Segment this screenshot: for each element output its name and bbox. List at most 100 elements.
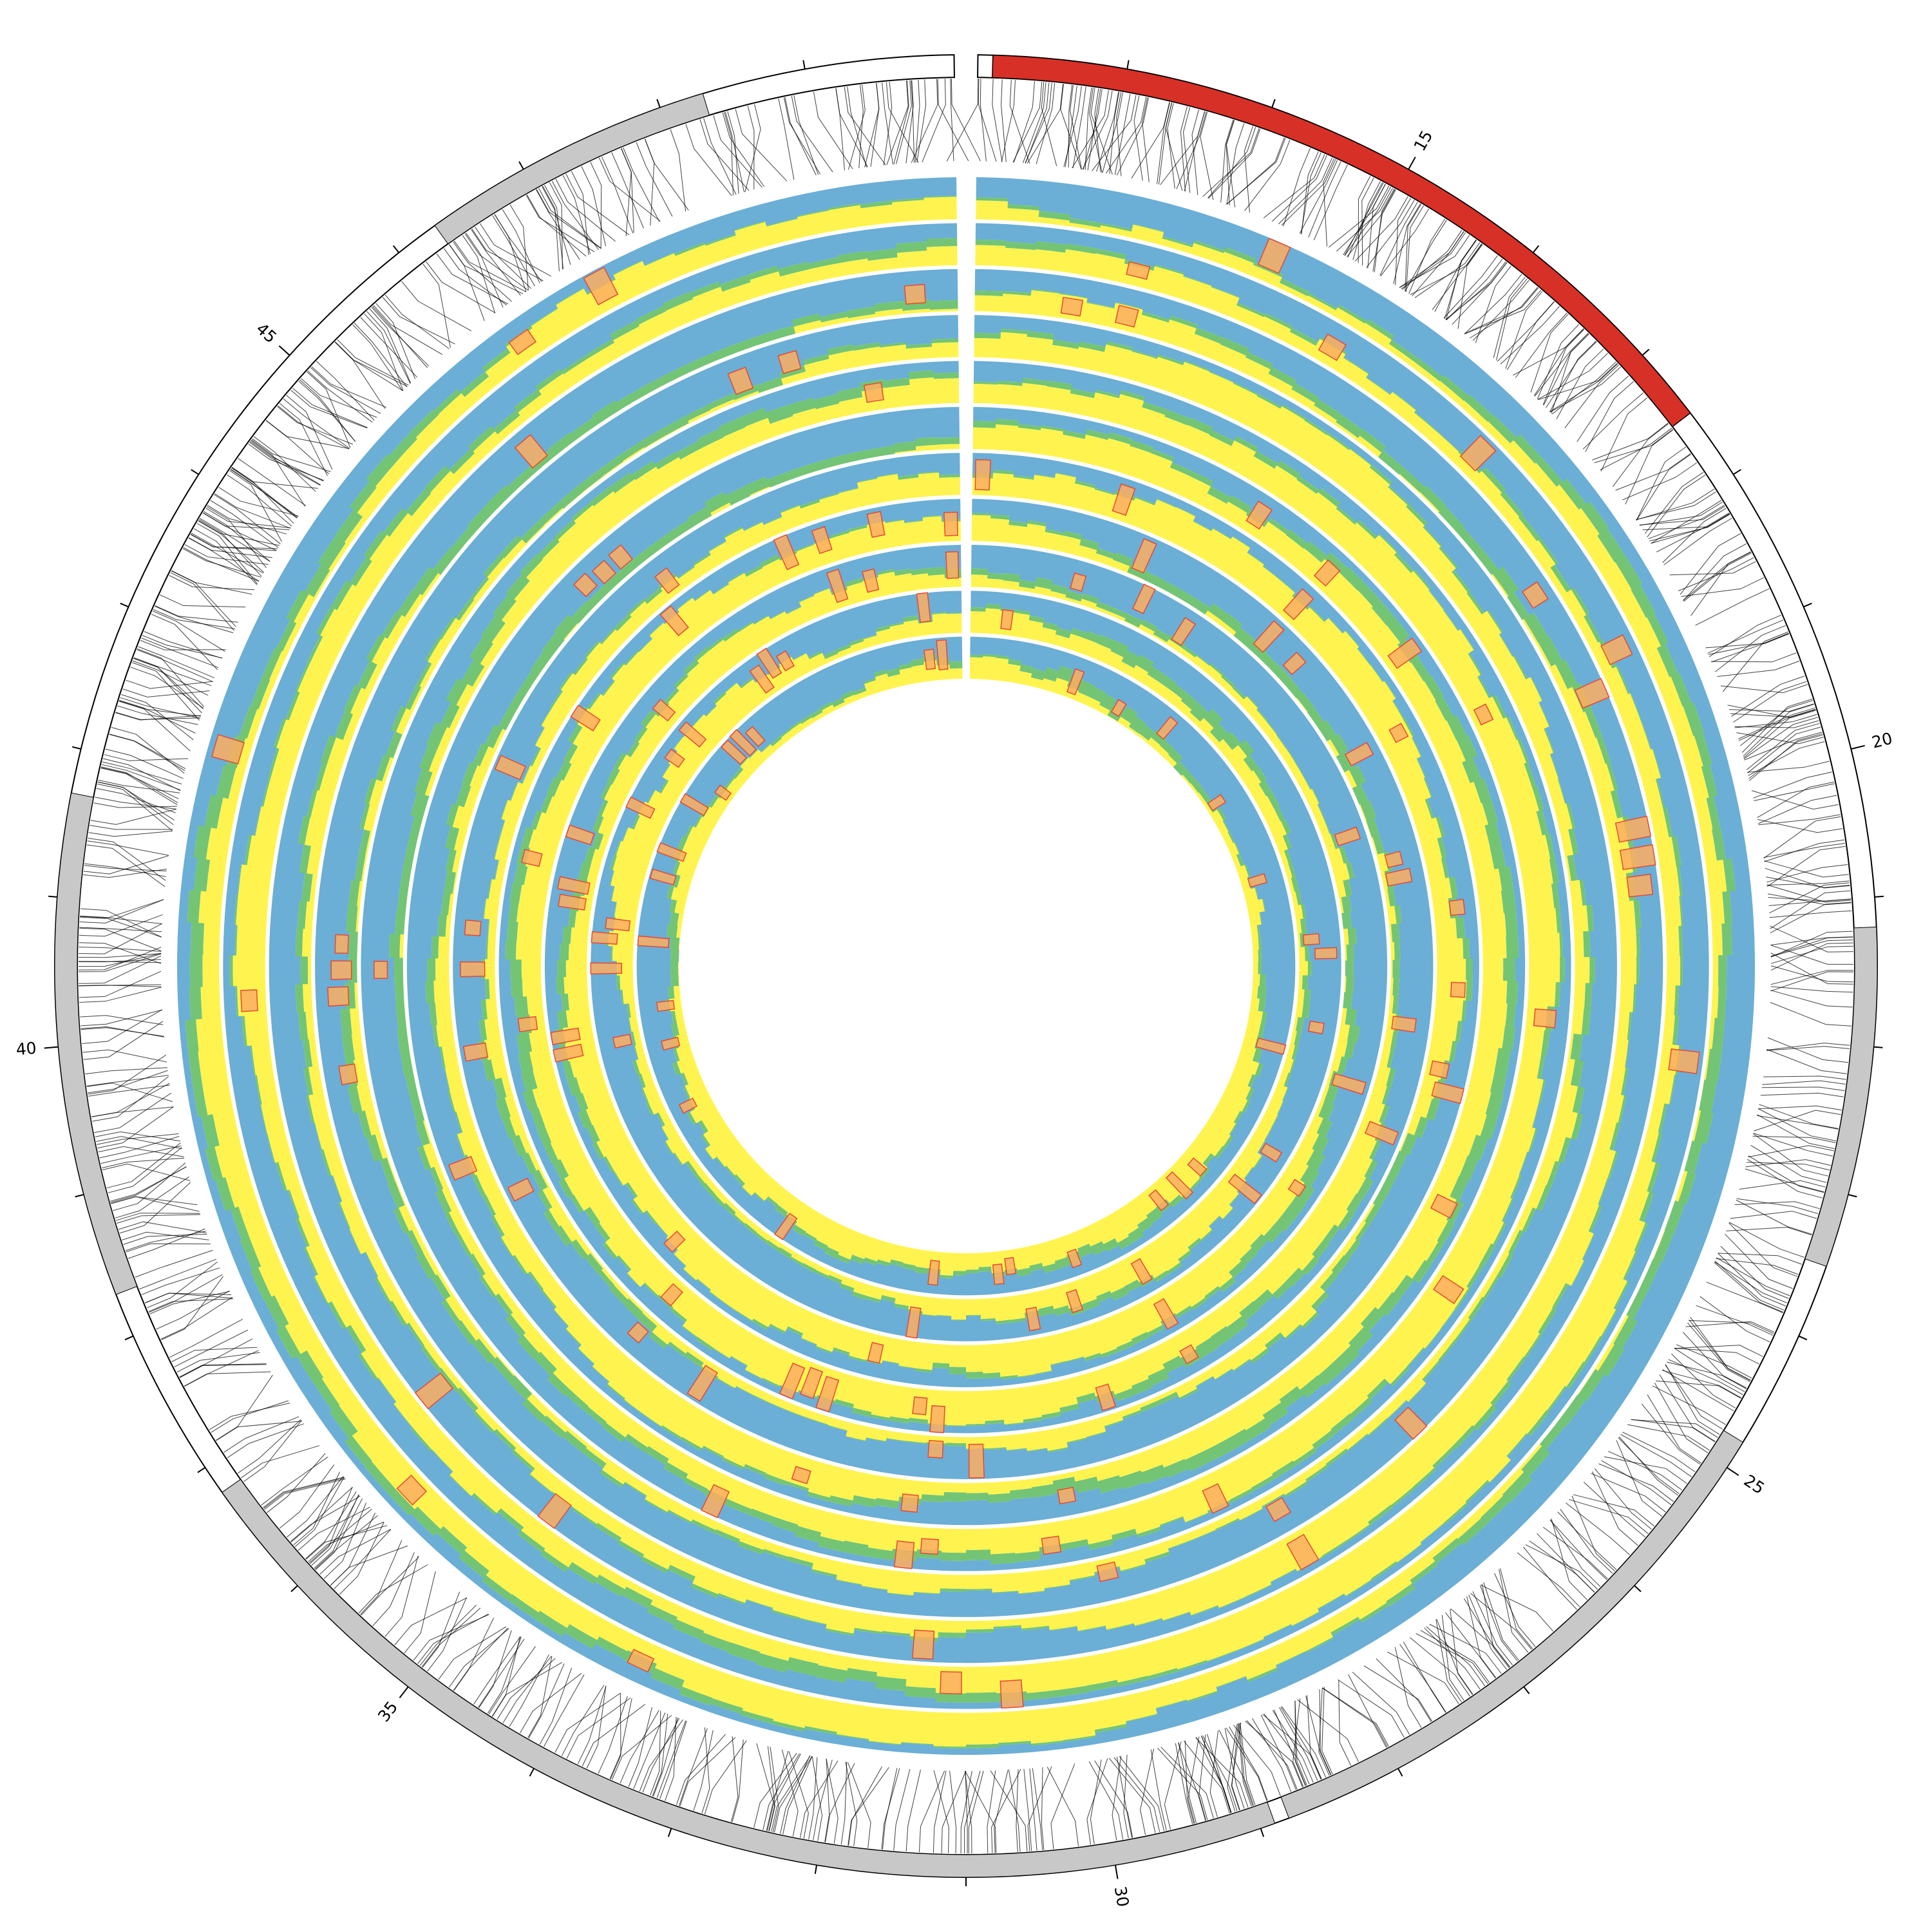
bin-state-2 (1655, 779, 1665, 809)
bin-state-2 (1549, 858, 1559, 884)
bin-state-3 (1148, 266, 1184, 298)
bin-state-1 (1094, 1249, 1112, 1267)
bin-state-2 (965, 1692, 997, 1703)
bin-state-1 (1255, 1156, 1282, 1182)
bin-state-3 (881, 1289, 897, 1298)
bin-state-1 (531, 595, 569, 632)
bin-state-3 (692, 287, 728, 317)
bin-state-2 (1257, 1140, 1266, 1153)
bin-state-2 (885, 519, 905, 524)
bin-state-1 (629, 628, 652, 652)
bin-state-2 (1394, 552, 1414, 574)
bin-state-1 (1731, 922, 1755, 956)
bin-state-2 (1701, 764, 1718, 799)
bin-state-2 (904, 520, 923, 524)
bin-state-1 (975, 223, 1008, 241)
highlight-mark (774, 1213, 798, 1240)
bin-state-3 (1024, 1430, 1048, 1451)
bin-state-3 (592, 1343, 630, 1382)
bin-state-3 (996, 384, 1023, 406)
bin-state-1 (1285, 1394, 1312, 1420)
bin-state-2 (1251, 1475, 1275, 1492)
bin-state-3 (629, 1002, 637, 1018)
bin-state-3 (617, 616, 641, 640)
bin-state-3 (1367, 625, 1401, 658)
bin-state-2 (296, 1350, 324, 1384)
bin-state-3 (576, 1069, 607, 1094)
bin-state-2 (1285, 1267, 1305, 1288)
bin-state-2 (1119, 1470, 1145, 1490)
bin-state-3 (515, 1244, 543, 1274)
bin-state-3 (1296, 1621, 1333, 1653)
bin-state-1 (408, 911, 439, 936)
bin-state-1 (1195, 1376, 1231, 1417)
bin-state-2 (1528, 1128, 1538, 1153)
bin-state-3 (355, 905, 361, 933)
bin-state-1 (1077, 1488, 1105, 1513)
bin-state-1 (1260, 934, 1295, 950)
bin-state-1 (236, 635, 275, 677)
bin-state-1 (1367, 296, 1410, 337)
bin-state-1 (868, 600, 890, 629)
bin-state-2 (985, 603, 1001, 610)
bin-state-3 (1135, 1446, 1163, 1473)
bin-state-2 (375, 754, 391, 782)
ring-9 (544, 544, 1388, 1388)
bin-state-3 (1296, 919, 1302, 934)
bin-state-1 (1398, 978, 1434, 999)
bin-state-1 (965, 1590, 994, 1617)
bin-state-2 (744, 1369, 762, 1379)
bin-state-1 (884, 1593, 914, 1615)
bin-state-3 (1331, 1054, 1342, 1072)
bin-state-3 (1429, 877, 1452, 901)
bin-state-1 (1027, 317, 1057, 334)
bin-state-2 (1345, 1579, 1372, 1597)
bin-state-2 (493, 838, 500, 860)
bin-state-3 (1279, 748, 1295, 766)
bin-state-1 (251, 1162, 285, 1200)
bin-state-2 (943, 1492, 966, 1502)
bin-state-3 (1546, 779, 1566, 808)
bin-state-3 (1419, 492, 1440, 513)
bin-state-2 (631, 814, 641, 830)
bin-state-2 (1204, 1439, 1231, 1462)
bin-state-2 (610, 662, 625, 679)
bin-state-3 (1301, 1129, 1320, 1150)
bin-state-1 (897, 1267, 915, 1291)
highlight-mark (550, 1027, 581, 1045)
bin-state-1 (784, 381, 813, 405)
bin-state-3 (1128, 1593, 1162, 1626)
bin-state-1 (1642, 712, 1675, 750)
bin-state-3 (1692, 1110, 1701, 1142)
bin-state-1 (1317, 1244, 1338, 1265)
bin-state-1 (869, 272, 902, 305)
bin-state-1 (1202, 1347, 1224, 1367)
bin-state-1 (1721, 1018, 1754, 1054)
bin-state-3 (1401, 778, 1432, 806)
bin-state-3 (734, 222, 773, 254)
bin-state-2 (521, 1070, 538, 1092)
bin-state-1 (1472, 958, 1479, 981)
bin-state-2 (681, 1325, 698, 1338)
bin-state-1 (857, 366, 886, 383)
bin-state-3 (1220, 501, 1248, 527)
bin-state-3 (500, 1226, 531, 1256)
bin-state-2 (866, 1437, 886, 1442)
bin-state-2 (970, 654, 983, 658)
bin-state-3 (1473, 1044, 1499, 1071)
bin-state-3 (371, 1443, 413, 1486)
bin-state-3 (445, 1294, 468, 1321)
bin-state-2 (1253, 1155, 1264, 1169)
bin-state-2 (1538, 538, 1558, 565)
bin-state-3 (582, 1084, 612, 1109)
bin-state-1 (1087, 612, 1109, 637)
bin-state-2 (1095, 547, 1115, 560)
bin-state-1 (332, 1112, 365, 1145)
bin-state-1 (1089, 1544, 1116, 1558)
bin-state-3 (544, 1115, 575, 1143)
highlight-mark (756, 647, 782, 679)
bin-state-3 (623, 827, 658, 853)
bin-state-2 (1276, 734, 1287, 749)
bin-state-1 (605, 1543, 643, 1578)
bin-state-2 (455, 782, 471, 808)
